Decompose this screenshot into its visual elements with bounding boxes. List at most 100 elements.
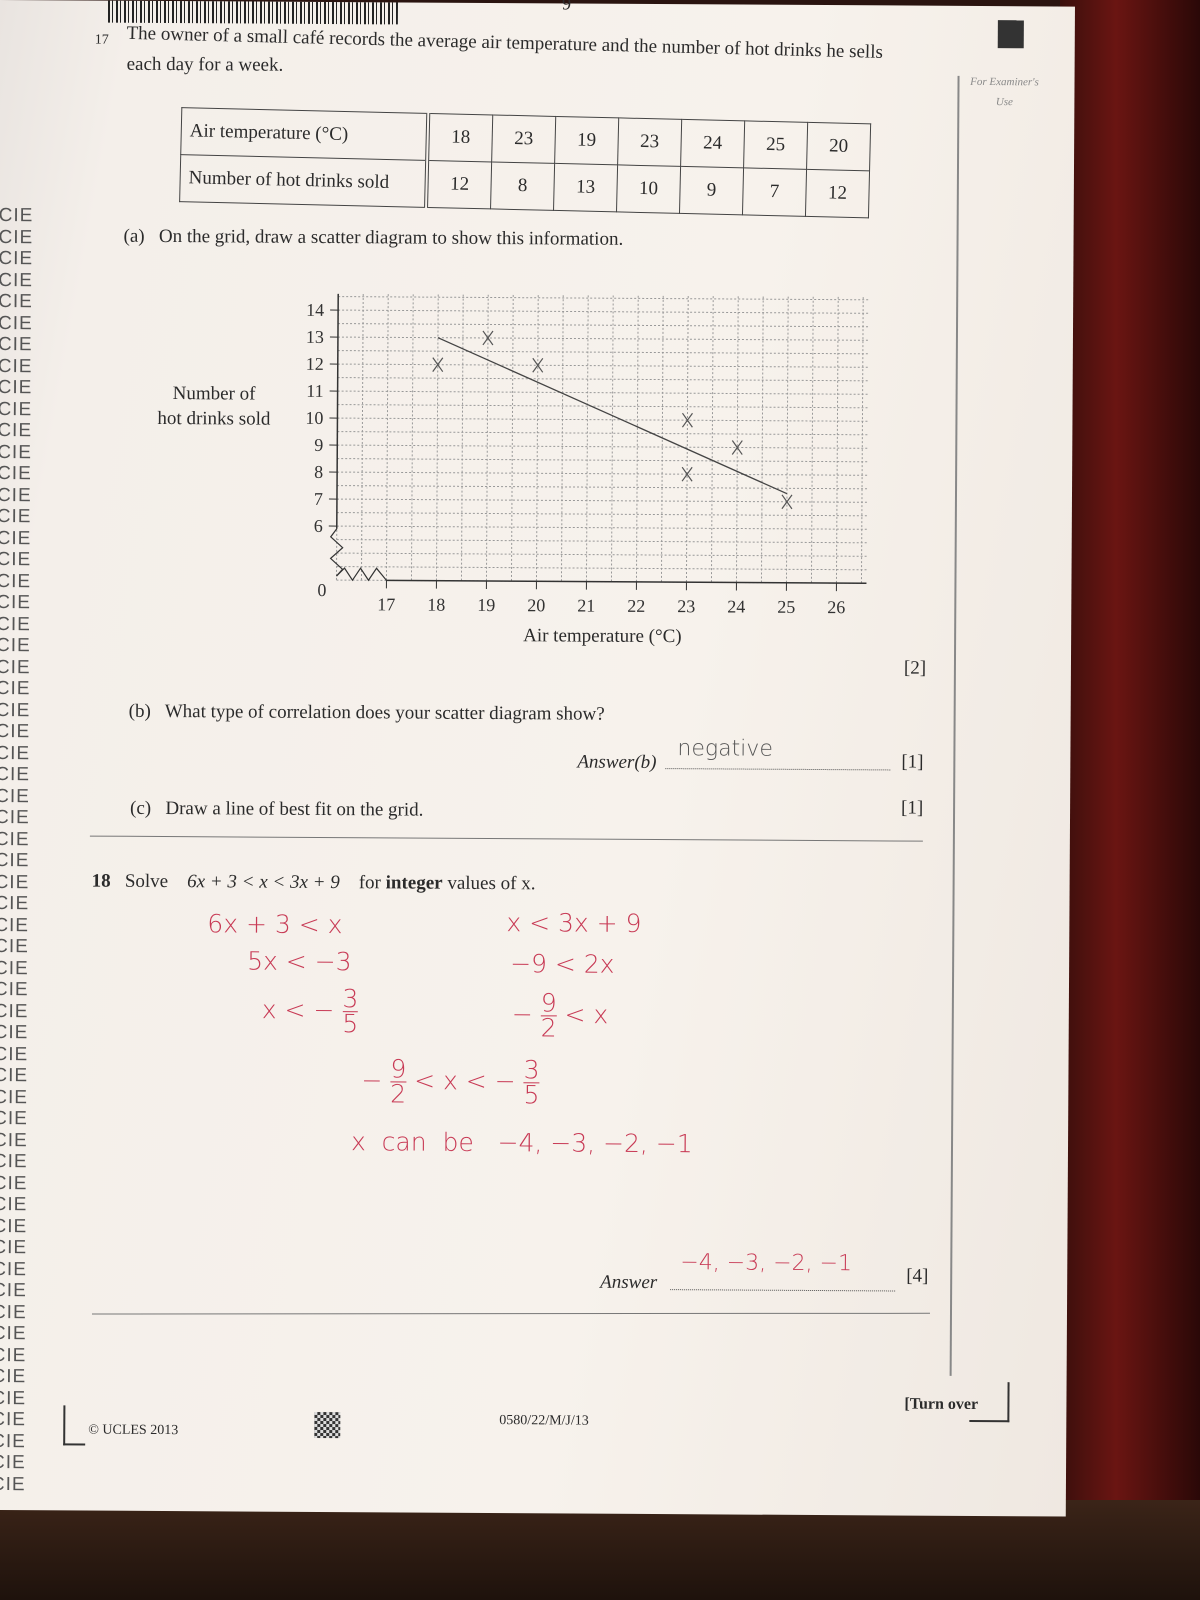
watermark-text: CIE (0, 548, 32, 571)
y-tick-label: 9 (314, 435, 323, 455)
watermark-text: CIE (0, 763, 31, 786)
data-point (432, 357, 444, 373)
data-point (781, 494, 793, 510)
watermark-text: CIE (0, 699, 31, 721)
watermark-text: CIE (0, 1215, 28, 1237)
answer-handwritten: −4, −3, −2, −1 (680, 1250, 853, 1277)
working-r2: −9 < 2x (510, 949, 615, 979)
x-tick-label: 18 (427, 595, 445, 615)
watermark-text: CIE (0, 656, 31, 678)
y-tick-label: 6 (314, 516, 323, 536)
grid-line-horizontal (337, 390, 868, 395)
scatter-chart: 17 18 19 20 21 22 23 24 25 26 6 7 8 9 10 11 12 13 14 0 (305, 293, 869, 616)
part-label: (c) (130, 797, 152, 819)
table-cell: 24 (680, 119, 745, 168)
part-label: (b) (128, 700, 151, 722)
part-text: Draw a line of best fit on the grid. (165, 798, 424, 821)
data-point (532, 357, 544, 373)
origin-label: 0 (317, 580, 326, 600)
y-tick-label: 8 (314, 462, 323, 482)
watermark-text: CIE (0, 1086, 29, 1108)
grid-line-horizontal (338, 296, 869, 301)
data-table: Air temperature (°C) 18 23 19 23 24 25 2… (179, 107, 871, 218)
watermark-text: CIE (0, 1150, 28, 1173)
best-fit-line (437, 337, 788, 495)
y-axis (336, 293, 339, 529)
examiner-use-label: For Examiner's Use (970, 75, 1039, 109)
watermark-text: CIE (0, 1021, 29, 1044)
q17-text-2: each day for a week. (126, 53, 284, 76)
q18-label: Solve (124, 870, 169, 893)
q18-question: 18 Solve 6x + 3 < x < 3x + 9 for integer… (92, 871, 536, 896)
grid-line-horizontal (337, 404, 868, 409)
cross-stroke (731, 440, 743, 455)
watermark-strip: CIE CIE CIE CIE CIE CIE CIE CIE CIE CIE CIE CIE CIE C… (0, 205, 39, 1495)
cross-stroke (681, 466, 693, 482)
working-text: − (511, 999, 533, 1029)
table-cell: 23 (491, 114, 556, 164)
watermark-text: CIE (0, 871, 30, 893)
x-axis-label: Air temperature (°C) (523, 625, 682, 648)
x-axis-break (336, 567, 387, 582)
grid-line-horizontal (337, 350, 868, 355)
watermark-text: CIE (0, 785, 30, 807)
cross-stroke (681, 412, 693, 428)
x-tick-label: 26 (827, 597, 845, 615)
x-tick-label: 23 (677, 596, 695, 615)
cross-stroke (482, 330, 494, 346)
grid-line-horizontal (337, 485, 868, 490)
q18-marks: [4] (906, 1265, 929, 1287)
registration-mark (997, 20, 1024, 49)
grid-line-horizontal (337, 431, 868, 436)
watermark-text: CIE (0, 1322, 27, 1345)
x-tick-label: 22 (627, 596, 645, 616)
grid-line-horizontal (337, 458, 868, 463)
watermark-text: CIE (0, 1258, 27, 1280)
watermark-text: CIE (0, 1279, 27, 1302)
q17c-marks: [1] (901, 797, 924, 819)
watermark-text: CIE (0, 935, 29, 958)
watermark-text: CIE (0, 1107, 28, 1130)
watermark-text: CIE (0, 742, 31, 764)
watermark-text: CIE (0, 419, 33, 442)
table-cell: 19 (554, 116, 619, 165)
answer-b-label: Answer(b) (577, 751, 657, 774)
table-cell: 8 (490, 161, 555, 211)
watermark-text: CIE (0, 226, 34, 248)
table-cell: 25 (743, 120, 808, 170)
x-tick-label: 21 (577, 596, 595, 616)
q17a-marks: [2] (903, 657, 927, 679)
watermark-text: CIE (0, 978, 29, 1001)
watermark-text: CIE (0, 1365, 27, 1388)
q18-suffix: for (358, 872, 381, 894)
watermark-text: CIE (0, 1193, 28, 1216)
denominator: 2 (390, 1079, 407, 1109)
watermark-text: CIE (0, 376, 33, 399)
working-l2: 5x < −3 (247, 946, 352, 977)
row-header: Air temperature (°C) (180, 107, 429, 161)
answer-label: Answer (600, 1271, 658, 1294)
watermark-text: CIE (0, 806, 30, 829)
paper-code: 0580/22/M/J/13 (499, 1413, 589, 1429)
grid-line-horizontal (338, 323, 869, 328)
corner-mark (63, 1405, 86, 1446)
watermark-text: CIE (0, 677, 31, 700)
grid-line-horizontal (336, 525, 867, 530)
answer-line[interactable] (670, 1287, 896, 1292)
answer-b-line[interactable] (665, 766, 891, 771)
watermark-text: CIE (0, 892, 30, 915)
watermark-text: CIE (0, 1000, 29, 1022)
grid-line-horizontal (337, 471, 868, 476)
margin-line (949, 75, 960, 1376)
part-label: (a) (123, 225, 145, 247)
divider (91, 1312, 930, 1315)
watermark-text: CIE (0, 462, 32, 485)
watermark-text: CIE (0, 355, 33, 377)
grid-line-horizontal (336, 552, 867, 557)
x-tick-label: 25 (777, 597, 795, 616)
q17-number: 17 (94, 32, 109, 48)
y-tick-label: 10 (305, 408, 323, 428)
